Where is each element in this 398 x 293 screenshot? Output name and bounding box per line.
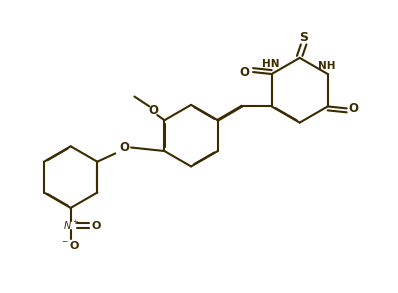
Text: O: O xyxy=(349,102,359,115)
Text: S: S xyxy=(299,31,308,44)
Text: O: O xyxy=(119,141,129,154)
Text: $N^+$: $N^+$ xyxy=(62,219,79,232)
Text: NH: NH xyxy=(318,61,336,71)
Text: O: O xyxy=(148,104,158,117)
Text: O: O xyxy=(239,66,249,79)
Text: HN: HN xyxy=(262,59,280,69)
Text: $^-$O: $^-$O xyxy=(60,239,81,251)
Text: O: O xyxy=(91,221,101,231)
